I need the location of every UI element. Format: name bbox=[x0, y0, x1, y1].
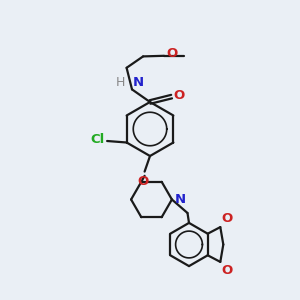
Text: N: N bbox=[133, 76, 144, 89]
Text: O: O bbox=[222, 264, 233, 277]
Text: H: H bbox=[116, 76, 125, 89]
Text: O: O bbox=[174, 88, 185, 102]
Text: O: O bbox=[166, 47, 178, 61]
Text: N: N bbox=[174, 193, 185, 206]
Text: O: O bbox=[222, 212, 233, 225]
Text: O: O bbox=[137, 175, 148, 188]
Text: Cl: Cl bbox=[91, 133, 105, 146]
